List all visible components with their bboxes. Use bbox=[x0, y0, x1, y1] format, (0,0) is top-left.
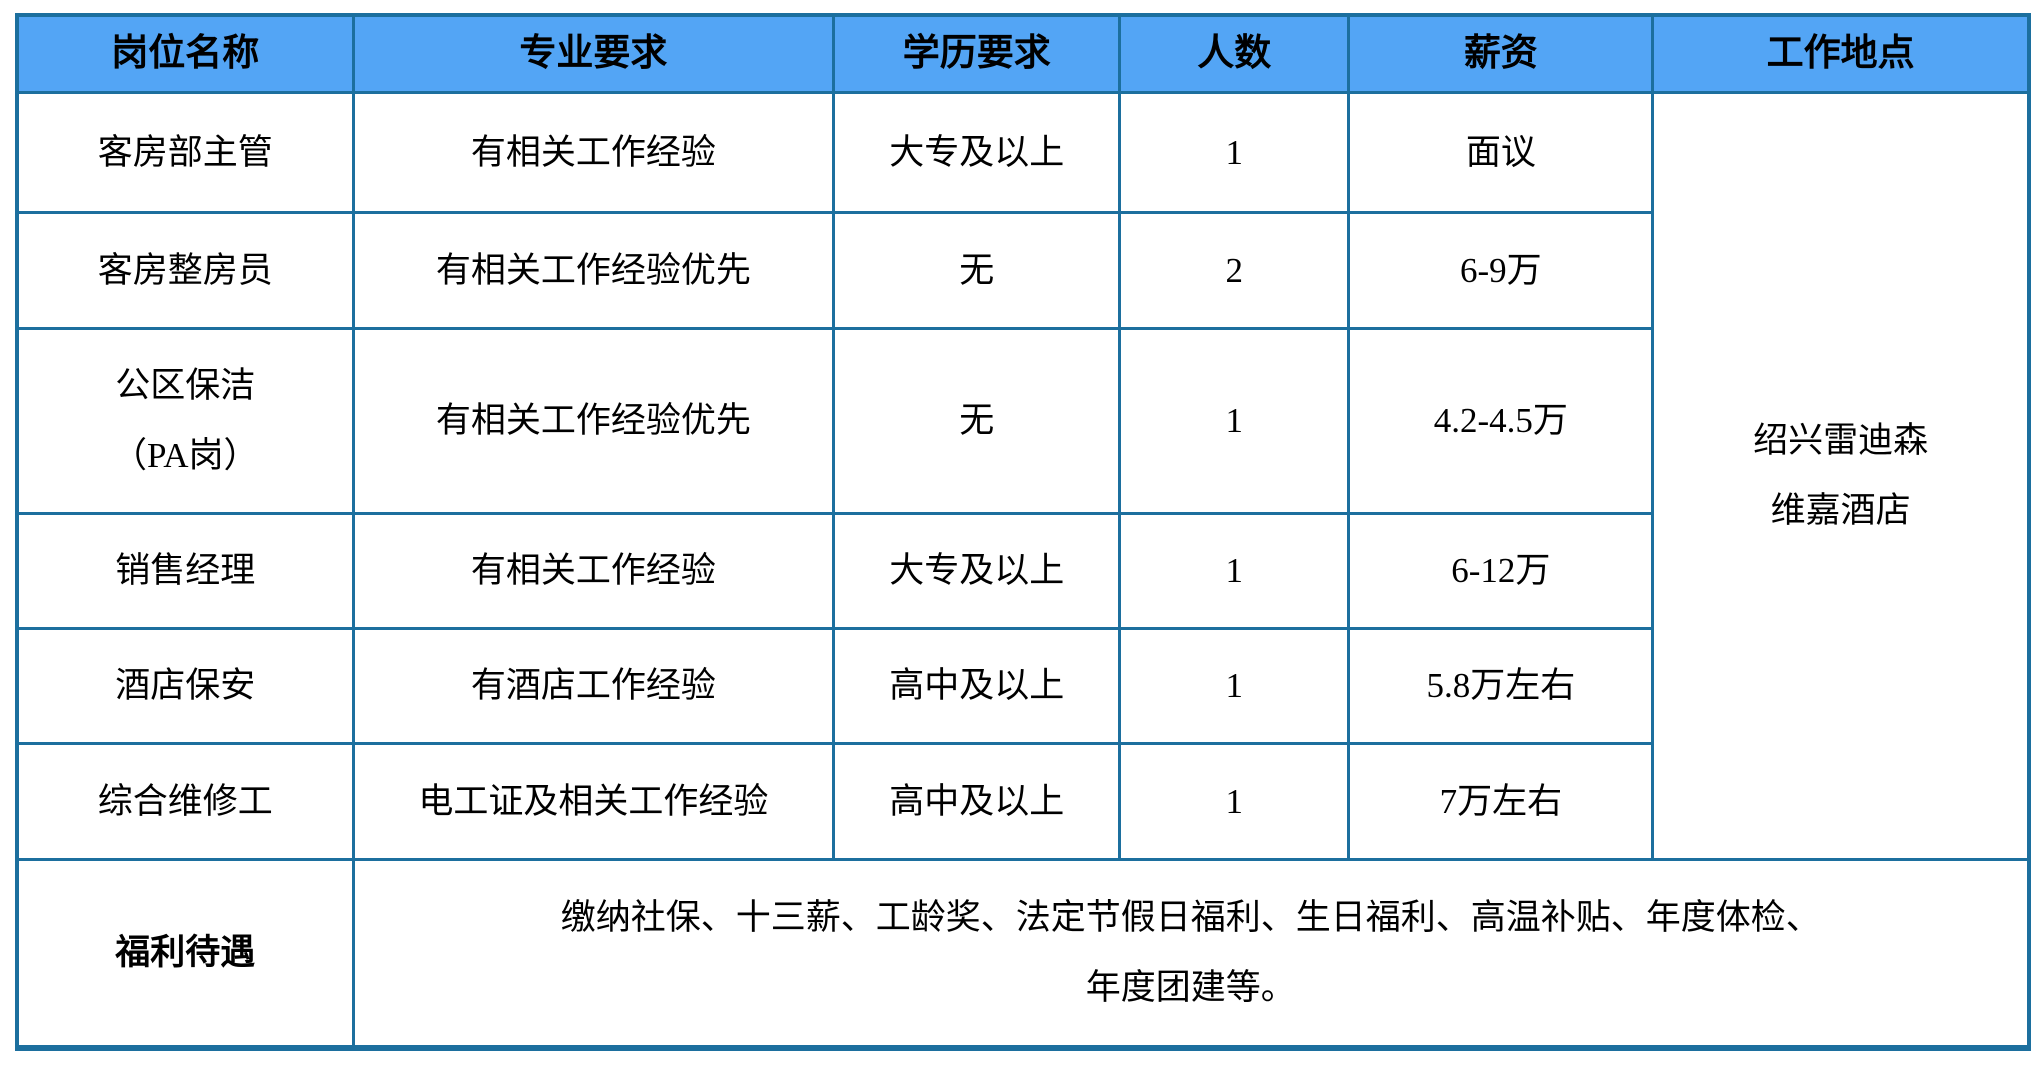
cell-salary: 5.8万左右 bbox=[1347, 627, 1655, 745]
cell-count: 1 bbox=[1118, 512, 1351, 630]
cell-salary: 面议 bbox=[1347, 91, 1655, 214]
cell-location-merged: 绍兴雷迪森 维嘉酒店 bbox=[1651, 91, 2031, 861]
cell-position: 客房部主管 bbox=[15, 91, 355, 214]
table-row: 销售经理 有相关工作经验 大专及以上 1 6-12万 bbox=[15, 512, 2029, 630]
cell-major: 电工证及相关工作经验 bbox=[351, 742, 836, 861]
table-row: 客房整房员 有相关工作经验优先 无 2 6-9万 bbox=[15, 211, 2029, 330]
cell-salary: 7万左右 bbox=[1347, 742, 1655, 861]
cell-education: 高中及以上 bbox=[832, 627, 1122, 745]
cell-position: 公区保洁 （PA岗） bbox=[15, 327, 355, 515]
cell-count: 1 bbox=[1118, 742, 1351, 861]
header-salary: 薪资 bbox=[1347, 13, 1655, 94]
benefits-label: 福利待遇 bbox=[15, 858, 355, 1050]
table-row: 客房部主管 有相关工作经验 大专及以上 1 面议 绍兴雷迪森 维嘉酒店 bbox=[15, 91, 2031, 861]
cell-education: 无 bbox=[832, 211, 1122, 330]
job-recruitment-table: 岗位名称 专业要求 学历要求 人数 薪资 工作地点 客房部主管 有相关工作经验 … bbox=[15, 13, 2031, 1051]
cell-education: 大专及以上 bbox=[832, 91, 1122, 214]
cell-salary: 6-12万 bbox=[1347, 512, 1655, 630]
table-row: 综合维修工 电工证及相关工作经验 高中及以上 1 7万左右 bbox=[15, 742, 2029, 861]
header-education: 学历要求 bbox=[832, 13, 1122, 94]
cell-count: 1 bbox=[1118, 327, 1351, 515]
cell-salary: 4.2-4.5万 bbox=[1347, 327, 1655, 515]
table-header-row: 岗位名称 专业要求 学历要求 人数 薪资 工作地点 bbox=[15, 13, 2031, 94]
cell-major: 有相关工作经验 bbox=[351, 512, 836, 630]
benefits-row: 福利待遇 缴纳社保、十三薪、工龄奖、法定节假日福利、生日福利、高温补贴、年度体检… bbox=[15, 858, 2031, 1050]
cell-major: 有酒店工作经验 bbox=[351, 627, 836, 745]
cell-count: 2 bbox=[1118, 211, 1351, 330]
header-location: 工作地点 bbox=[1651, 13, 2031, 94]
cell-major: 有相关工作经验优先 bbox=[351, 327, 836, 515]
cell-position: 销售经理 bbox=[15, 512, 355, 630]
header-position: 岗位名称 bbox=[15, 13, 355, 94]
benefits-value-merged: 缴纳社保、十三薪、工龄奖、法定节假日福利、生日福利、高温补贴、年度体检、 年度团… bbox=[351, 858, 2031, 1050]
cell-major: 有相关工作经验 bbox=[351, 91, 836, 214]
cell-education: 大专及以上 bbox=[832, 512, 1122, 630]
cell-position: 综合维修工 bbox=[15, 742, 355, 861]
cell-education: 高中及以上 bbox=[832, 742, 1122, 861]
header-major: 专业要求 bbox=[351, 13, 836, 94]
header-count: 人数 bbox=[1118, 13, 1351, 94]
cell-major: 有相关工作经验优先 bbox=[351, 211, 836, 330]
cell-count: 1 bbox=[1118, 91, 1351, 214]
cell-position: 酒店保安 bbox=[15, 627, 355, 745]
cell-count: 1 bbox=[1118, 627, 1351, 745]
table-row: 公区保洁 （PA岗） 有相关工作经验优先 无 1 4.2-4.5万 bbox=[15, 327, 2029, 515]
cell-education: 无 bbox=[832, 327, 1122, 515]
cell-position: 客房整房员 bbox=[15, 211, 355, 330]
cell-salary: 6-9万 bbox=[1347, 211, 1655, 330]
table-row: 酒店保安 有酒店工作经验 高中及以上 1 5.8万左右 bbox=[15, 627, 2029, 745]
